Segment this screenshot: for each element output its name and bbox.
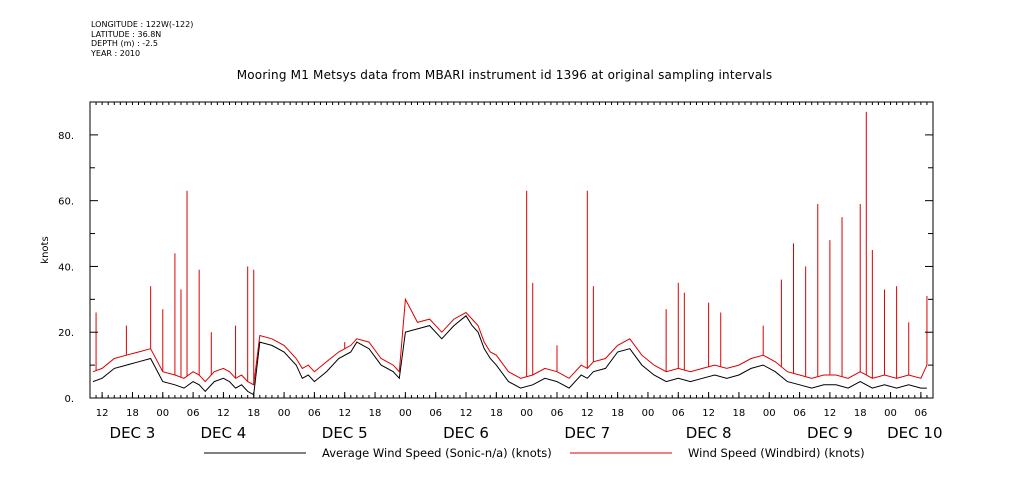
chart-title: Mooring M1 Metsys data from MBARI instru… <box>236 68 773 82</box>
x-day-label: DEC 4 <box>201 424 247 442</box>
plot-frame <box>89 101 934 399</box>
y-tick-label: 80. <box>58 131 74 142</box>
x-tick-label: 12 <box>702 408 715 419</box>
x-tick-label: 12 <box>338 408 351 419</box>
x-tick-label: 18 <box>854 408 867 419</box>
legend: Average Wind Speed (Sonic-n/a) (knots) Wi… <box>204 446 865 460</box>
x-day-label: DEC 6 <box>443 424 489 442</box>
axes-layer: 12 18 00 06 12 18 00 06 12 18 00 06 12 18 00 06 12 18 00 06… <box>40 101 942 442</box>
x-tick-label: 06 <box>429 408 442 419</box>
latitude-text: LATITUDE : 36.8N <box>91 29 162 39</box>
x-tick-label: 12 <box>824 408 837 419</box>
x-day-label: DEC 9 <box>807 424 853 442</box>
y-axis-label: knots <box>40 236 51 263</box>
x-tick-label: 18 <box>247 408 260 419</box>
x-tick-label: 18 <box>369 408 382 419</box>
year-text: YEAR : 2010 <box>91 48 141 58</box>
x-tick-label: 12 <box>460 408 473 419</box>
legend-label-sonic: Average Wind Speed (Sonic-n/a) (knots) <box>322 446 552 460</box>
x-day-label: DEC 7 <box>564 424 610 442</box>
x-tick-label: 00 <box>884 408 897 419</box>
x-tick-label: 12 <box>581 408 594 419</box>
y-tick-label: 20. <box>58 328 74 339</box>
x-tick-label: 00 <box>399 408 412 419</box>
x-tick-label: 06 <box>793 408 806 419</box>
station-metadata: LONGITUDE : 122W(-122) LATITUDE : 36.8N … <box>91 20 193 58</box>
x-tick-label: 06 <box>187 408 200 419</box>
x-day-label: DEC 10 <box>887 424 942 442</box>
x-tick-label: 06 <box>915 408 928 419</box>
y-tick-label: 40. <box>58 262 74 273</box>
x-day-label: DEC 8 <box>686 424 732 442</box>
x-tick-label: 00 <box>763 408 776 419</box>
x-tick-label: 06 <box>551 408 564 419</box>
series-line-sonic <box>92 315 927 396</box>
y-tick-label: 0. <box>64 394 74 405</box>
x-tick-label: 12 <box>217 408 230 419</box>
x-tick-label: 18 <box>611 408 624 419</box>
longitude-text: LONGITUDE : 122W(-122) <box>91 20 194 29</box>
x-tick-label: 00 <box>156 408 169 419</box>
x-tick-label: 00 <box>278 408 291 419</box>
x-tick-label: 06 <box>672 408 685 419</box>
x-day-label: DEC 5 <box>322 424 368 442</box>
x-tick-label: 00 <box>520 408 533 419</box>
x-tick-label: 18 <box>733 408 746 419</box>
y-tick-label: 60. <box>58 197 74 208</box>
x-tick-label: 00 <box>642 408 655 419</box>
series-layer <box>92 111 928 396</box>
depth-text: DEPTH (m) : -2.5 <box>91 39 158 48</box>
x-tick-label: 06 <box>308 408 321 419</box>
x-tick-label: 18 <box>126 408 139 419</box>
x-tick-label: 18 <box>490 408 503 419</box>
x-tick-label: 12 <box>96 408 109 419</box>
x-day-label: DEC 3 <box>110 424 156 442</box>
legend-label-windbird: Wind Speed (Windbird) (knots) <box>688 446 865 460</box>
series-line-windbird <box>92 297 928 386</box>
